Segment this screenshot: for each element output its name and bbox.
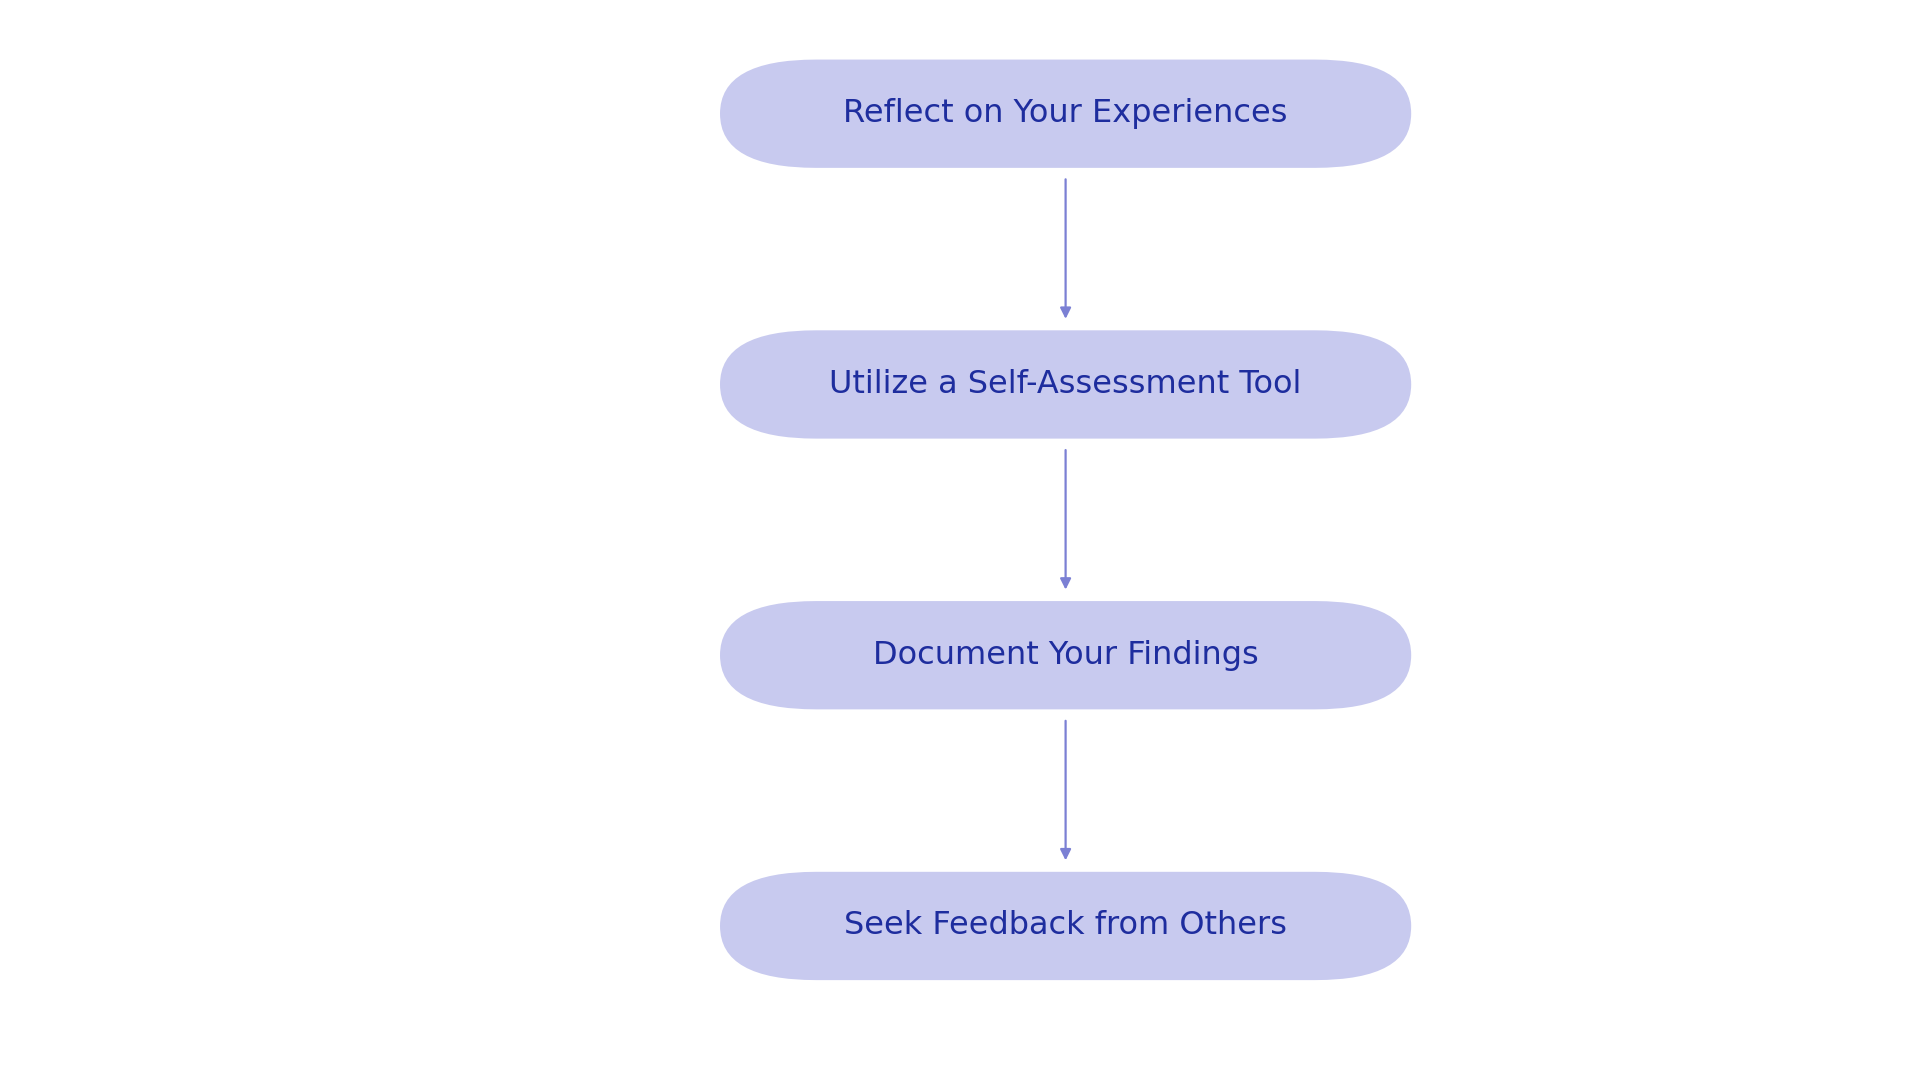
FancyBboxPatch shape xyxy=(720,601,1411,709)
Text: Reflect on Your Experiences: Reflect on Your Experiences xyxy=(843,99,1288,129)
FancyBboxPatch shape xyxy=(720,330,1411,439)
Text: Seek Feedback from Others: Seek Feedback from Others xyxy=(845,911,1286,941)
Text: Document Your Findings: Document Your Findings xyxy=(874,640,1258,670)
FancyBboxPatch shape xyxy=(720,60,1411,168)
Text: Utilize a Self-Assessment Tool: Utilize a Self-Assessment Tool xyxy=(829,369,1302,400)
FancyBboxPatch shape xyxy=(720,872,1411,980)
